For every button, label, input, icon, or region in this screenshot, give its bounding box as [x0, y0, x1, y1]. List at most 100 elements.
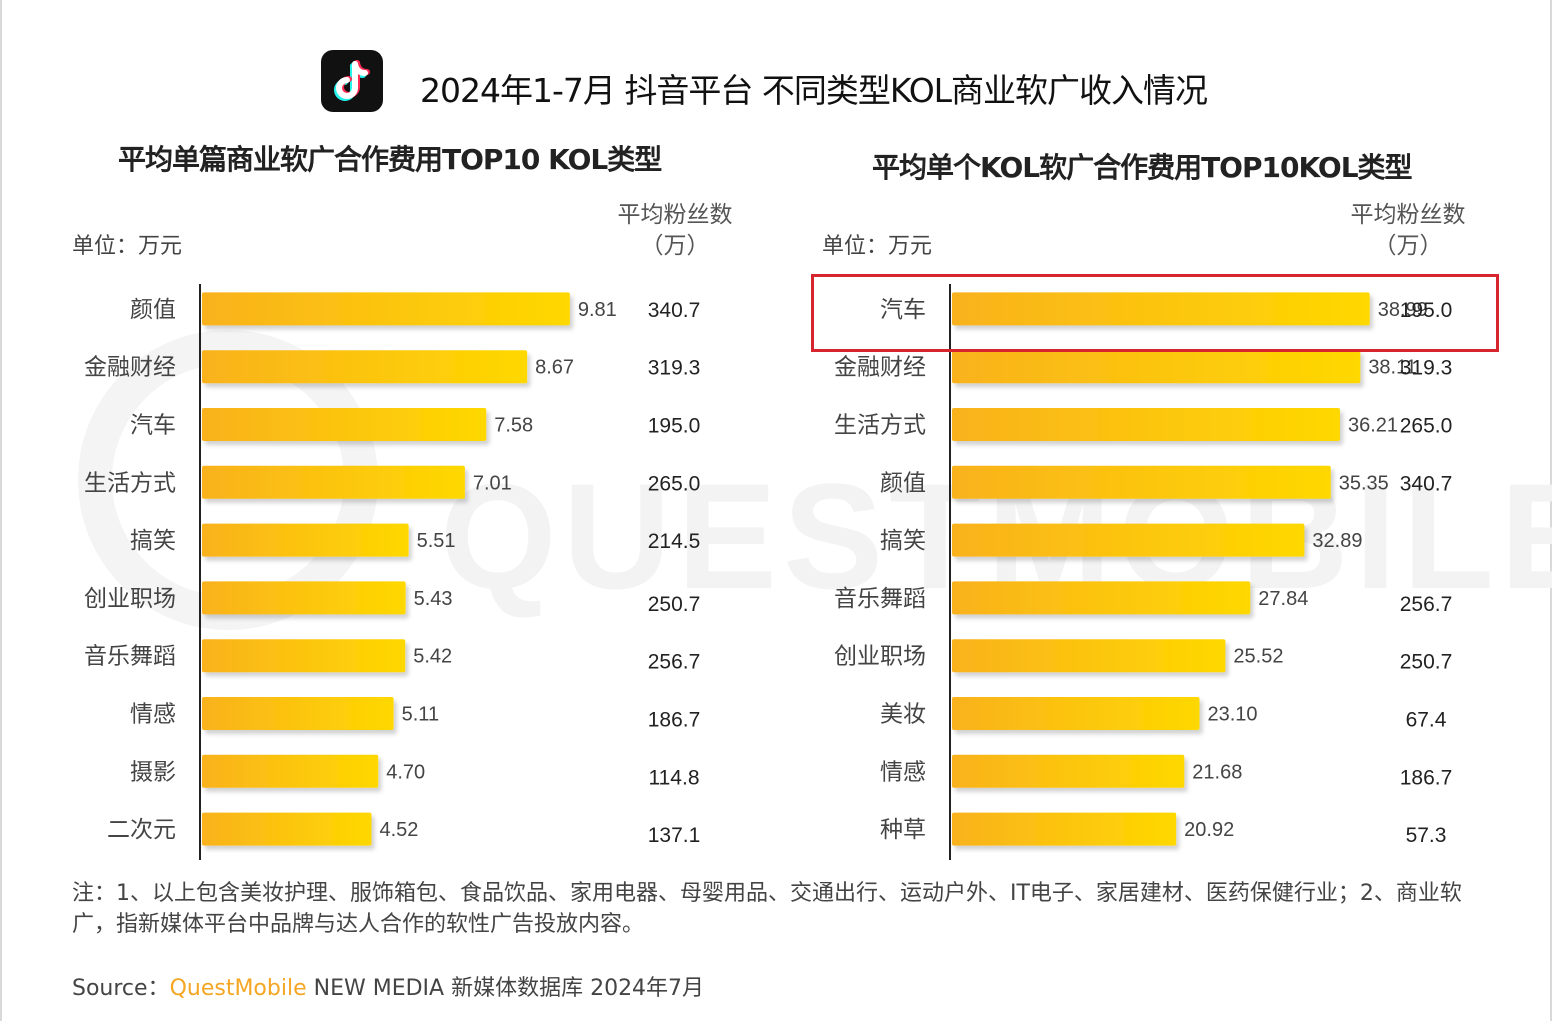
left-fans-label: 114.8 — [649, 766, 700, 789]
highlight-box — [811, 274, 1499, 352]
left-bar — [202, 292, 570, 326]
left-category-label: 摄影 — [130, 759, 176, 785]
left-fans-label: 265.0 — [648, 472, 701, 495]
left-value-label: 8.67 — [535, 357, 574, 379]
left-bar — [202, 812, 372, 846]
left-value-label: 4.52 — [380, 819, 419, 841]
left-fans-label: 319.3 — [648, 357, 701, 380]
right-value-label: 38.11 — [1368, 357, 1417, 379]
left-value-label: 5.42 — [413, 646, 452, 668]
right-bar — [952, 408, 1340, 441]
right-value-label: 27.84 — [1258, 588, 1308, 610]
right-bar — [952, 697, 1200, 730]
left-fans-label: 256.7 — [648, 651, 701, 674]
right-value-label: 36.21 — [1348, 415, 1398, 437]
left-bar — [202, 697, 394, 730]
left-bar — [202, 350, 528, 384]
source-brand: QuestMobile — [169, 976, 307, 1001]
left-value-label: 4.70 — [386, 761, 425, 783]
right-fans-header-line2: （万） — [1373, 233, 1443, 259]
right-bar — [952, 523, 1305, 557]
right-value-label: 35.35 — [1339, 472, 1389, 494]
right-category-label: 颜值 — [880, 470, 926, 496]
left-category-label: 二次元 — [107, 817, 176, 843]
right-fans-label: 340.7 — [1400, 472, 1453, 495]
left-bar — [202, 408, 487, 441]
left-category-label: 情感 — [130, 702, 176, 728]
right-bar — [952, 350, 1361, 384]
right-value-label: 20.92 — [1184, 819, 1234, 841]
left-bar — [202, 523, 409, 557]
right-category-label: 创业职场 — [834, 644, 926, 670]
right-value-label: 23.10 — [1208, 704, 1258, 726]
left-value-label: 7.01 — [473, 472, 512, 494]
left-fans-label: 250.7 — [648, 593, 701, 616]
left-bar — [202, 581, 406, 615]
source-prefix: Source： — [72, 976, 170, 1001]
left-value-label: 5.11 — [402, 704, 439, 726]
source-line: Source：QuestMobile NEW MEDIA 新媒体数据库 2024… — [72, 970, 704, 1002]
right-unit-label: 单位：万元 — [822, 234, 933, 259]
page-title: 2024年1-7月 抖音平台 不同类型KOL商业软广收入情况 — [420, 71, 1208, 110]
right-bar — [952, 292, 1370, 326]
right-fans-label: 186.7 — [1400, 766, 1453, 789]
right-category-label: 美妆 — [880, 702, 926, 728]
left-fans-label: 195.0 — [648, 415, 701, 438]
right-value-label: 25.52 — [1233, 646, 1283, 668]
left-value-label: 7.58 — [494, 415, 533, 437]
footnote: 注：1、以上包含美妆护理、服饰箱包、食品饮品、家用电器、母婴用品、交通出行、运动… — [72, 881, 1462, 937]
left-fans-label: 137.1 — [648, 824, 701, 847]
left-category-label: 创业职场 — [84, 586, 176, 612]
right-fans-header: 平均粉丝数 （万） — [1328, 200, 1488, 262]
right-fans-label: 67.4 — [1406, 709, 1447, 732]
left-category-label: 颜值 — [130, 297, 176, 323]
right-category-label: 搞笑 — [880, 528, 926, 554]
left-fans-label: 340.7 — [648, 299, 701, 322]
tiktok-logo-icon — [321, 50, 383, 112]
right-fans-label: 195.0 — [1400, 299, 1453, 322]
right-bar — [952, 581, 1251, 615]
right-bar — [952, 812, 1177, 846]
left-category-label: 生活方式 — [84, 470, 176, 496]
right-fans-label: 256.7 — [1400, 593, 1453, 616]
chart-header: 2024年1-7月 抖音平台 不同类型KOL商业软广收入情况 — [0, 48, 1552, 114]
frame-left-border — [0, 0, 2, 1021]
right-chart-panel: 平均单个KOL软广合作费用TOP10KOL类型 单位：万元 平均粉丝数 （万） … — [800, 130, 1520, 870]
left-bar — [202, 465, 465, 499]
right-bar — [952, 465, 1331, 499]
right-value-label: 32.89 — [1312, 530, 1362, 552]
right-fans-label: 265.0 — [1400, 415, 1453, 438]
left-category-label: 音乐舞蹈 — [84, 644, 176, 670]
left-category-label: 金融财经 — [84, 355, 176, 381]
left-fans-header-line1: 平均粉丝数 — [617, 202, 733, 228]
right-value-label: 21.68 — [1192, 761, 1242, 783]
left-fans-label: 186.7 — [648, 709, 701, 732]
left-chart-panel: 平均单篇商业软广合作费用TOP10 KOL类型 单位：万元 平均粉丝数 （万） … — [50, 130, 770, 870]
left-bar — [202, 754, 379, 788]
right-category-label: 音乐舞蹈 — [834, 586, 926, 612]
right-category-label: 金融财经 — [834, 355, 926, 381]
left-unit-label: 单位：万元 — [72, 234, 183, 259]
left-fans-label: 214.5 — [648, 530, 701, 553]
left-chart-title: 平均单篇商业软广合作费用TOP10 KOL类型 — [118, 143, 662, 176]
left-fans-header: 平均粉丝数 （万） — [595, 200, 755, 262]
frame-right-border — [1550, 0, 1552, 1021]
right-category-label: 情感 — [880, 759, 926, 785]
right-value-label: 38.99 — [1378, 299, 1428, 321]
left-category-label: 搞笑 — [130, 528, 176, 554]
left-category-label: 汽车 — [130, 413, 176, 439]
right-category-label: 生活方式 — [834, 413, 926, 439]
right-bar — [952, 639, 1226, 673]
left-bar — [202, 639, 406, 673]
left-value-label: 5.51 — [417, 530, 456, 552]
right-category-label: 汽车 — [880, 297, 926, 323]
right-fans-label: 57.3 — [1406, 824, 1447, 847]
right-category-label: 种草 — [880, 817, 926, 843]
left-fans-header-line2: （万） — [640, 233, 710, 259]
right-fans-label: 319.3 — [1400, 357, 1453, 380]
source-rest: NEW MEDIA 新媒体数据库 2024年7月 — [306, 976, 705, 1001]
left-value-label: 9.81 — [578, 299, 617, 321]
left-value-label: 5.43 — [414, 588, 453, 610]
right-fans-label: 250.7 — [1400, 651, 1453, 674]
